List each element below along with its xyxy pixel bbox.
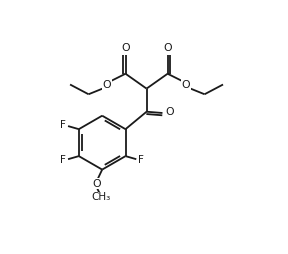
Text: O: O xyxy=(121,43,130,53)
Text: O: O xyxy=(92,179,101,189)
Text: O: O xyxy=(163,43,172,53)
Text: F: F xyxy=(60,120,66,130)
Text: F: F xyxy=(60,155,66,165)
Text: O: O xyxy=(103,80,111,89)
Text: O: O xyxy=(182,80,190,89)
Text: F: F xyxy=(138,155,144,165)
Text: CH₃: CH₃ xyxy=(91,192,110,202)
Text: O: O xyxy=(165,107,174,117)
